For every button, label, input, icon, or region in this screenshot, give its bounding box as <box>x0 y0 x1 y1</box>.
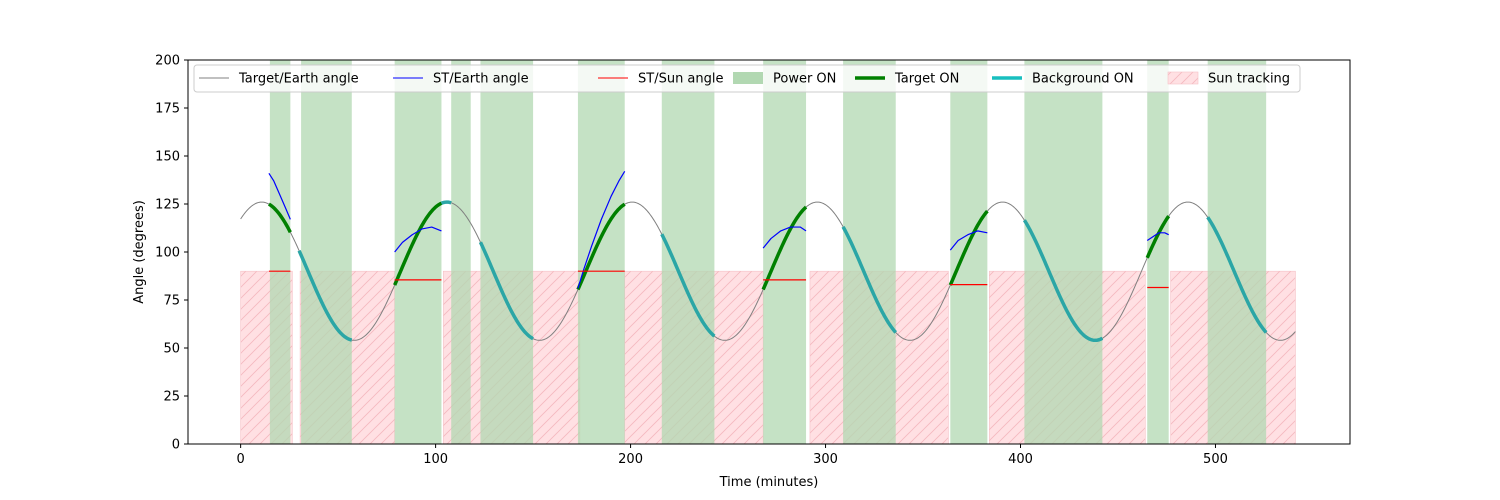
background-on-segment <box>478 241 534 341</box>
power-on-band <box>269 60 291 444</box>
legend-label: ST/Earth angle <box>433 72 529 87</box>
axes-layer: 0 100 200 300 400 500 0 25 50 75 100 125 150 175 200 <box>155 54 1228 468</box>
background-on-segment <box>1206 216 1268 334</box>
x-tick-label: 100 <box>423 452 448 467</box>
legend-label: Sun tracking <box>1208 72 1290 87</box>
x-tick-label: 0 <box>237 452 245 467</box>
x-tick-label: 500 <box>1203 452 1228 467</box>
st-earth-segment <box>577 171 626 289</box>
legend-handle <box>1167 71 1199 85</box>
power-on-band <box>480 60 534 444</box>
power-on-band <box>577 60 625 444</box>
target-on-segment <box>1145 215 1171 259</box>
st-earth-segment <box>762 226 807 249</box>
power-on-band <box>394 60 442 444</box>
x-tick-label: 300 <box>813 452 838 467</box>
background-on-segment <box>297 249 353 342</box>
y-tick-label: 150 <box>155 150 180 165</box>
x-tick-label: 200 <box>618 452 643 467</box>
power-on-band <box>1207 60 1267 444</box>
power-on-band <box>301 60 352 444</box>
y-tick-label: 50 <box>163 342 180 357</box>
power-on-band <box>1024 60 1103 444</box>
legend-label: Target ON <box>894 72 959 87</box>
y-tick-label: 0 <box>172 438 180 453</box>
legend-label: Power ON <box>773 72 836 87</box>
background-on-segment <box>841 225 898 334</box>
background-on-segment <box>440 200 452 205</box>
target-on-segment <box>761 205 808 291</box>
y-tick-label: 75 <box>163 294 180 309</box>
y-tick-label: 125 <box>155 198 180 213</box>
target-on-segment <box>393 201 443 286</box>
y-tick-label: 200 <box>155 54 180 69</box>
bands-layer <box>240 60 1296 444</box>
y-axis-label: Angle (degrees) <box>132 200 147 304</box>
legend: Target/Earth angle ST/Earth angle ST/Sun a… <box>193 64 1301 93</box>
lines-layer <box>240 171 1296 343</box>
x-axis-label: Time (minutes) <box>719 475 819 490</box>
st-earth-segment <box>1146 232 1169 241</box>
power-on-band <box>763 60 807 444</box>
background-on-segment <box>1022 219 1104 343</box>
x-tick-label: 400 <box>1008 452 1033 467</box>
power-on-band <box>1147 60 1169 444</box>
legend-handle <box>733 72 763 84</box>
power-on-band <box>950 60 988 444</box>
target-on-segment <box>948 209 989 286</box>
y-tick-label: 25 <box>163 390 180 405</box>
background-on-segment <box>660 233 716 338</box>
target-on-segment <box>268 202 292 234</box>
y-tick-label: 175 <box>155 102 180 117</box>
legend-label: ST/Sun angle <box>638 72 724 87</box>
st-earth-segment <box>394 226 442 253</box>
power-on-band <box>451 60 471 444</box>
st-earth-segment <box>268 172 291 220</box>
legend-label: Target/Earth angle <box>238 72 359 87</box>
power-on-band <box>843 60 896 444</box>
y-tick-label: 100 <box>155 246 180 261</box>
st-earth-segment <box>949 230 988 251</box>
legend-label: Background ON <box>1032 72 1134 87</box>
